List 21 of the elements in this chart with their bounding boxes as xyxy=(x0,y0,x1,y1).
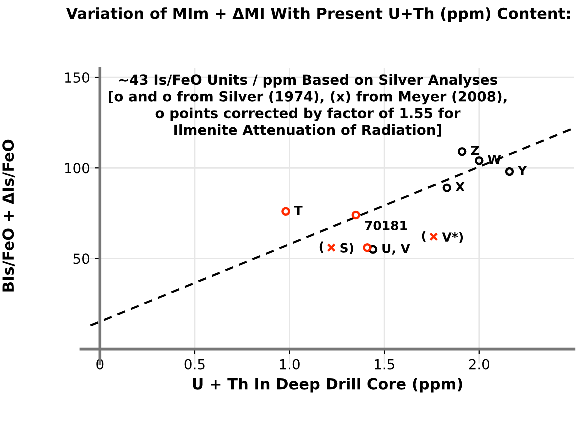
x-axis-title: U + Th In Deep Drill Core (ppm) xyxy=(193,378,462,393)
x-tick-label: 1.0 xyxy=(280,359,300,370)
y-tick-label: 100 xyxy=(65,163,90,174)
x-tick-label: 1.5 xyxy=(375,359,394,370)
annotation: Z xyxy=(471,146,480,156)
x-tick-label: 0.5 xyxy=(184,359,205,370)
annotation: U, V xyxy=(382,244,410,255)
y-axis-title: BIs/FeO + ΔIs/FeO xyxy=(2,140,16,292)
annotation: X xyxy=(456,182,465,192)
annotation: Y xyxy=(518,166,528,176)
y-tick-label: 50 xyxy=(74,254,90,264)
annotation: V*) xyxy=(442,232,464,244)
y-tick-label: 150 xyxy=(65,72,90,84)
chart-title: Variation of MIm + ΔMI With Present U+Th (ppm) Content: xyxy=(66,8,570,22)
annotation: ( xyxy=(320,242,324,253)
annotation: S) xyxy=(340,243,354,254)
text: ~43 Is/FeO Units / ppm Based on Silver Analyses [o and o from Silver (1974), (x) from Meyer (2008), o points corrected by factor of 1.55 for Ilmenite Attenuation of Radiation] xyxy=(109,74,507,137)
annotation: 70181 xyxy=(365,221,408,230)
annotation: ( xyxy=(422,230,426,242)
annotation: T xyxy=(294,206,303,216)
x-tick-label: 2.0 xyxy=(469,359,490,370)
